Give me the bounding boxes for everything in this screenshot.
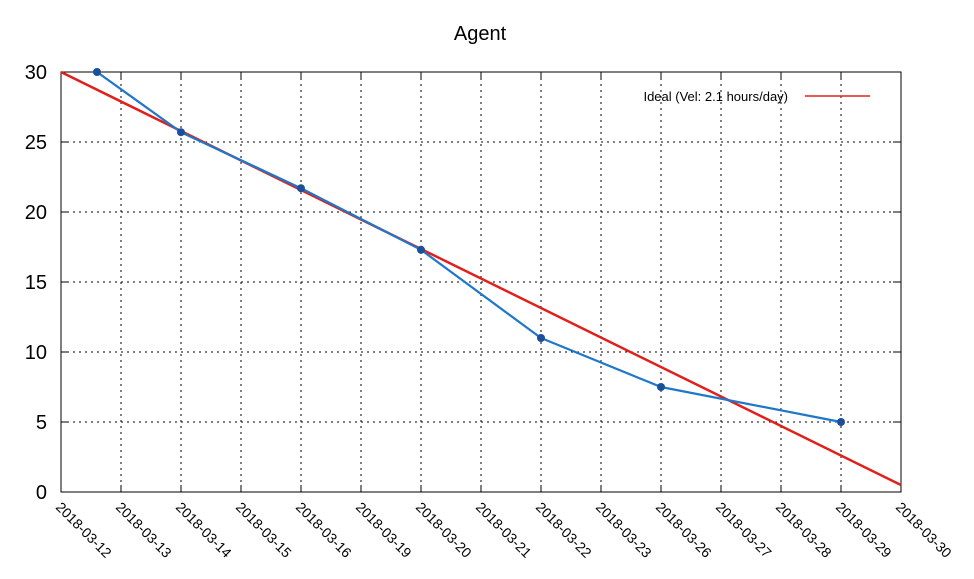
y-tick-label: 0 xyxy=(36,482,47,504)
data-point xyxy=(837,418,845,426)
series-group xyxy=(60,68,902,487)
y-tick-label: 25 xyxy=(25,132,47,154)
x-tick-label: 2018-03-23 xyxy=(593,499,655,561)
data-point xyxy=(417,245,425,254)
x-tick-label: 2018-03-28 xyxy=(773,499,835,561)
y-axis-ticks: 0 5 10 15 20 25 30 xyxy=(25,62,901,504)
actual-line xyxy=(96,71,842,424)
x-tick-label: 2018-03-16 xyxy=(293,499,355,561)
x-tick-label: 2018-03-22 xyxy=(533,499,595,561)
x-tick-label: 2018-03-20 xyxy=(413,499,475,561)
grid xyxy=(61,72,901,492)
x-tick-label: 2018-03-27 xyxy=(713,499,775,561)
x-tick-label: 2018-03-30 xyxy=(893,499,955,561)
y-tick-label: 10 xyxy=(25,342,47,364)
data-point xyxy=(537,334,545,342)
y-tick-label: 5 xyxy=(36,412,47,434)
legend: Ideal (Vel: 2.1 hours/day) xyxy=(643,89,870,104)
x-tick-label: 2018-03-14 xyxy=(173,499,235,561)
x-tick-label: 2018-03-12 xyxy=(53,499,115,561)
x-tick-label: 2018-03-15 xyxy=(233,499,295,561)
y-tick-label: 30 xyxy=(25,62,47,84)
x-tick-label: 2018-03-19 xyxy=(353,499,415,561)
data-point xyxy=(177,128,185,137)
y-tick-label: 20 xyxy=(25,202,47,224)
chart-title: Agent xyxy=(454,23,507,45)
x-tick-label: 2018-03-13 xyxy=(113,499,175,561)
data-point xyxy=(93,68,101,76)
x-axis-ticks: 2018-03-122018-03-132018-03-142018-03-15… xyxy=(53,72,955,561)
x-tick-label: 2018-03-29 xyxy=(833,499,895,561)
x-tick-label: 2018-03-26 xyxy=(653,499,715,561)
y-tick-label: 15 xyxy=(25,272,47,294)
x-tick-label: 2018-03-21 xyxy=(473,499,535,561)
legend-label: Ideal (Vel: 2.1 hours/day) xyxy=(643,89,788,104)
data-point xyxy=(657,383,665,391)
data-point xyxy=(297,184,305,193)
